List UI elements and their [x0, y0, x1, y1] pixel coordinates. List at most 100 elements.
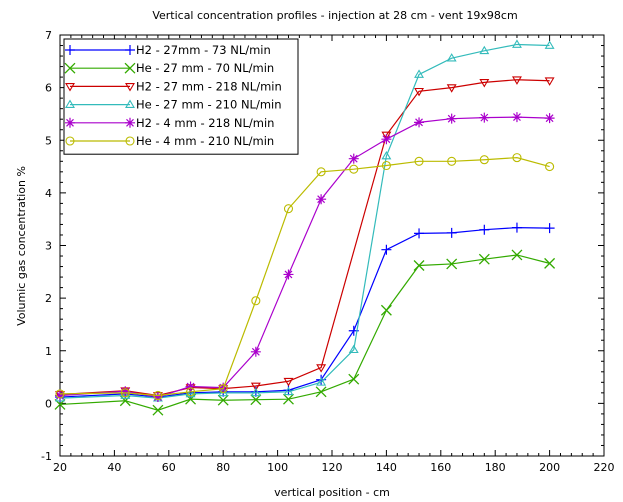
legend-box	[63, 38, 299, 155]
data-point	[381, 160, 391, 171]
x-axis-title: vertical position - cm	[274, 486, 390, 499]
data-point	[414, 228, 425, 239]
legend-marker	[125, 83, 135, 92]
data-point	[349, 164, 359, 174]
data-point	[152, 392, 163, 403]
data-point	[381, 134, 392, 145]
data-point	[250, 346, 261, 357]
y-tick-label: 3	[45, 240, 52, 253]
series-5	[55, 112, 555, 403]
legend: H2 - 27mm - 73 NL/min He - 27 mm - 70 NL/…	[63, 38, 299, 155]
data-point	[348, 344, 359, 354]
data-point	[447, 156, 457, 166]
data-point	[511, 112, 522, 123]
data-point	[250, 387, 261, 397]
legend-marker	[125, 99, 135, 108]
data-point	[414, 117, 425, 128]
y-tick-label: 6	[45, 82, 52, 95]
data-point	[217, 394, 229, 406]
y-tick-label: -1	[41, 450, 52, 463]
data-point	[120, 388, 130, 398]
data-point	[381, 131, 392, 141]
data-point	[544, 257, 556, 269]
data-point	[218, 384, 228, 394]
data-point	[186, 387, 196, 397]
x-tick-label: 220	[594, 461, 615, 474]
data-point	[251, 296, 261, 306]
data-point	[446, 113, 457, 124]
data-point	[545, 162, 555, 172]
y-tick-label: 5	[45, 134, 52, 147]
data-point	[316, 364, 327, 373]
legend-marker	[65, 83, 75, 92]
data-point	[381, 244, 392, 255]
data-point	[381, 150, 392, 160]
x-tick-label: 100	[267, 461, 288, 474]
data-point	[544, 113, 555, 124]
data-point	[413, 260, 425, 271]
series-2	[54, 249, 556, 416]
legend-entry: H2 - 27 mm - 218 NL/min	[65, 79, 282, 93]
series-line	[59, 43, 550, 399]
chart-title: Vertical concentration profiles - inject…	[152, 9, 517, 22]
legend-marker	[125, 45, 135, 55]
legend-label: He - 27 mm - 70 NL/min	[136, 61, 274, 75]
data-point	[446, 53, 457, 62]
data-point	[511, 222, 522, 233]
data-point	[479, 155, 489, 165]
data-point	[283, 269, 294, 280]
x-tick-label: 140	[376, 461, 397, 474]
legend-marker	[65, 117, 75, 128]
legend-marker	[125, 117, 135, 128]
data-point	[544, 40, 555, 49]
data-point	[414, 69, 425, 78]
legend-marker	[125, 136, 135, 146]
data-point	[348, 373, 360, 385]
x-tick-label: 120	[322, 461, 343, 474]
data-point	[512, 153, 522, 163]
x-tick-label: 80	[216, 461, 230, 474]
y-axis-title: Volumic gas concentration %	[15, 166, 28, 326]
series-layer	[54, 39, 556, 416]
data-point	[446, 84, 457, 93]
legend-marker	[65, 136, 75, 146]
data-point	[511, 249, 523, 261]
legend-marker	[65, 45, 75, 55]
data-point	[315, 386, 327, 398]
y-tick-label: 4	[45, 187, 52, 200]
y-tick-label: 7	[45, 29, 52, 42]
data-point	[283, 377, 294, 387]
data-point	[55, 389, 65, 399]
legend-entry: He - 27 mm - 70 NL/min	[64, 61, 274, 75]
data-point	[511, 76, 522, 85]
x-tick-label: 180	[485, 461, 506, 474]
legend-label: He - 27 mm - 210 NL/min	[136, 98, 282, 112]
data-point	[120, 390, 131, 399]
data-point	[348, 153, 359, 164]
data-point	[478, 253, 490, 265]
data-point	[153, 390, 163, 401]
legend-entry: He - 27 mm - 210 NL/min	[65, 98, 282, 112]
legend-marker	[124, 62, 136, 74]
data-point	[446, 227, 457, 238]
series-line	[59, 227, 550, 398]
legend-marker	[64, 62, 76, 74]
x-tick-label: 40	[107, 461, 121, 474]
series-line	[59, 79, 550, 397]
data-point	[544, 223, 555, 234]
data-point	[185, 381, 196, 392]
data-point	[316, 194, 327, 205]
x-tick-label: 160	[430, 461, 451, 474]
data-point	[250, 382, 261, 392]
legend-entry: He - 4 mm - 210 NL/min	[65, 134, 274, 148]
series-line	[59, 157, 550, 397]
axes: 20 40 60 80 100 120 140 160 180 200 220 -1 0 1 2 3 4 5 6 7	[41, 29, 614, 474]
data-point	[316, 167, 326, 177]
legend-marker	[65, 99, 75, 108]
data-point	[185, 388, 196, 398]
legend-label: H2 - 4 mm - 218 NL/min	[136, 116, 274, 130]
data-point	[283, 204, 294, 214]
legend-label: H2 - 27mm - 73 NL/min	[136, 43, 271, 57]
